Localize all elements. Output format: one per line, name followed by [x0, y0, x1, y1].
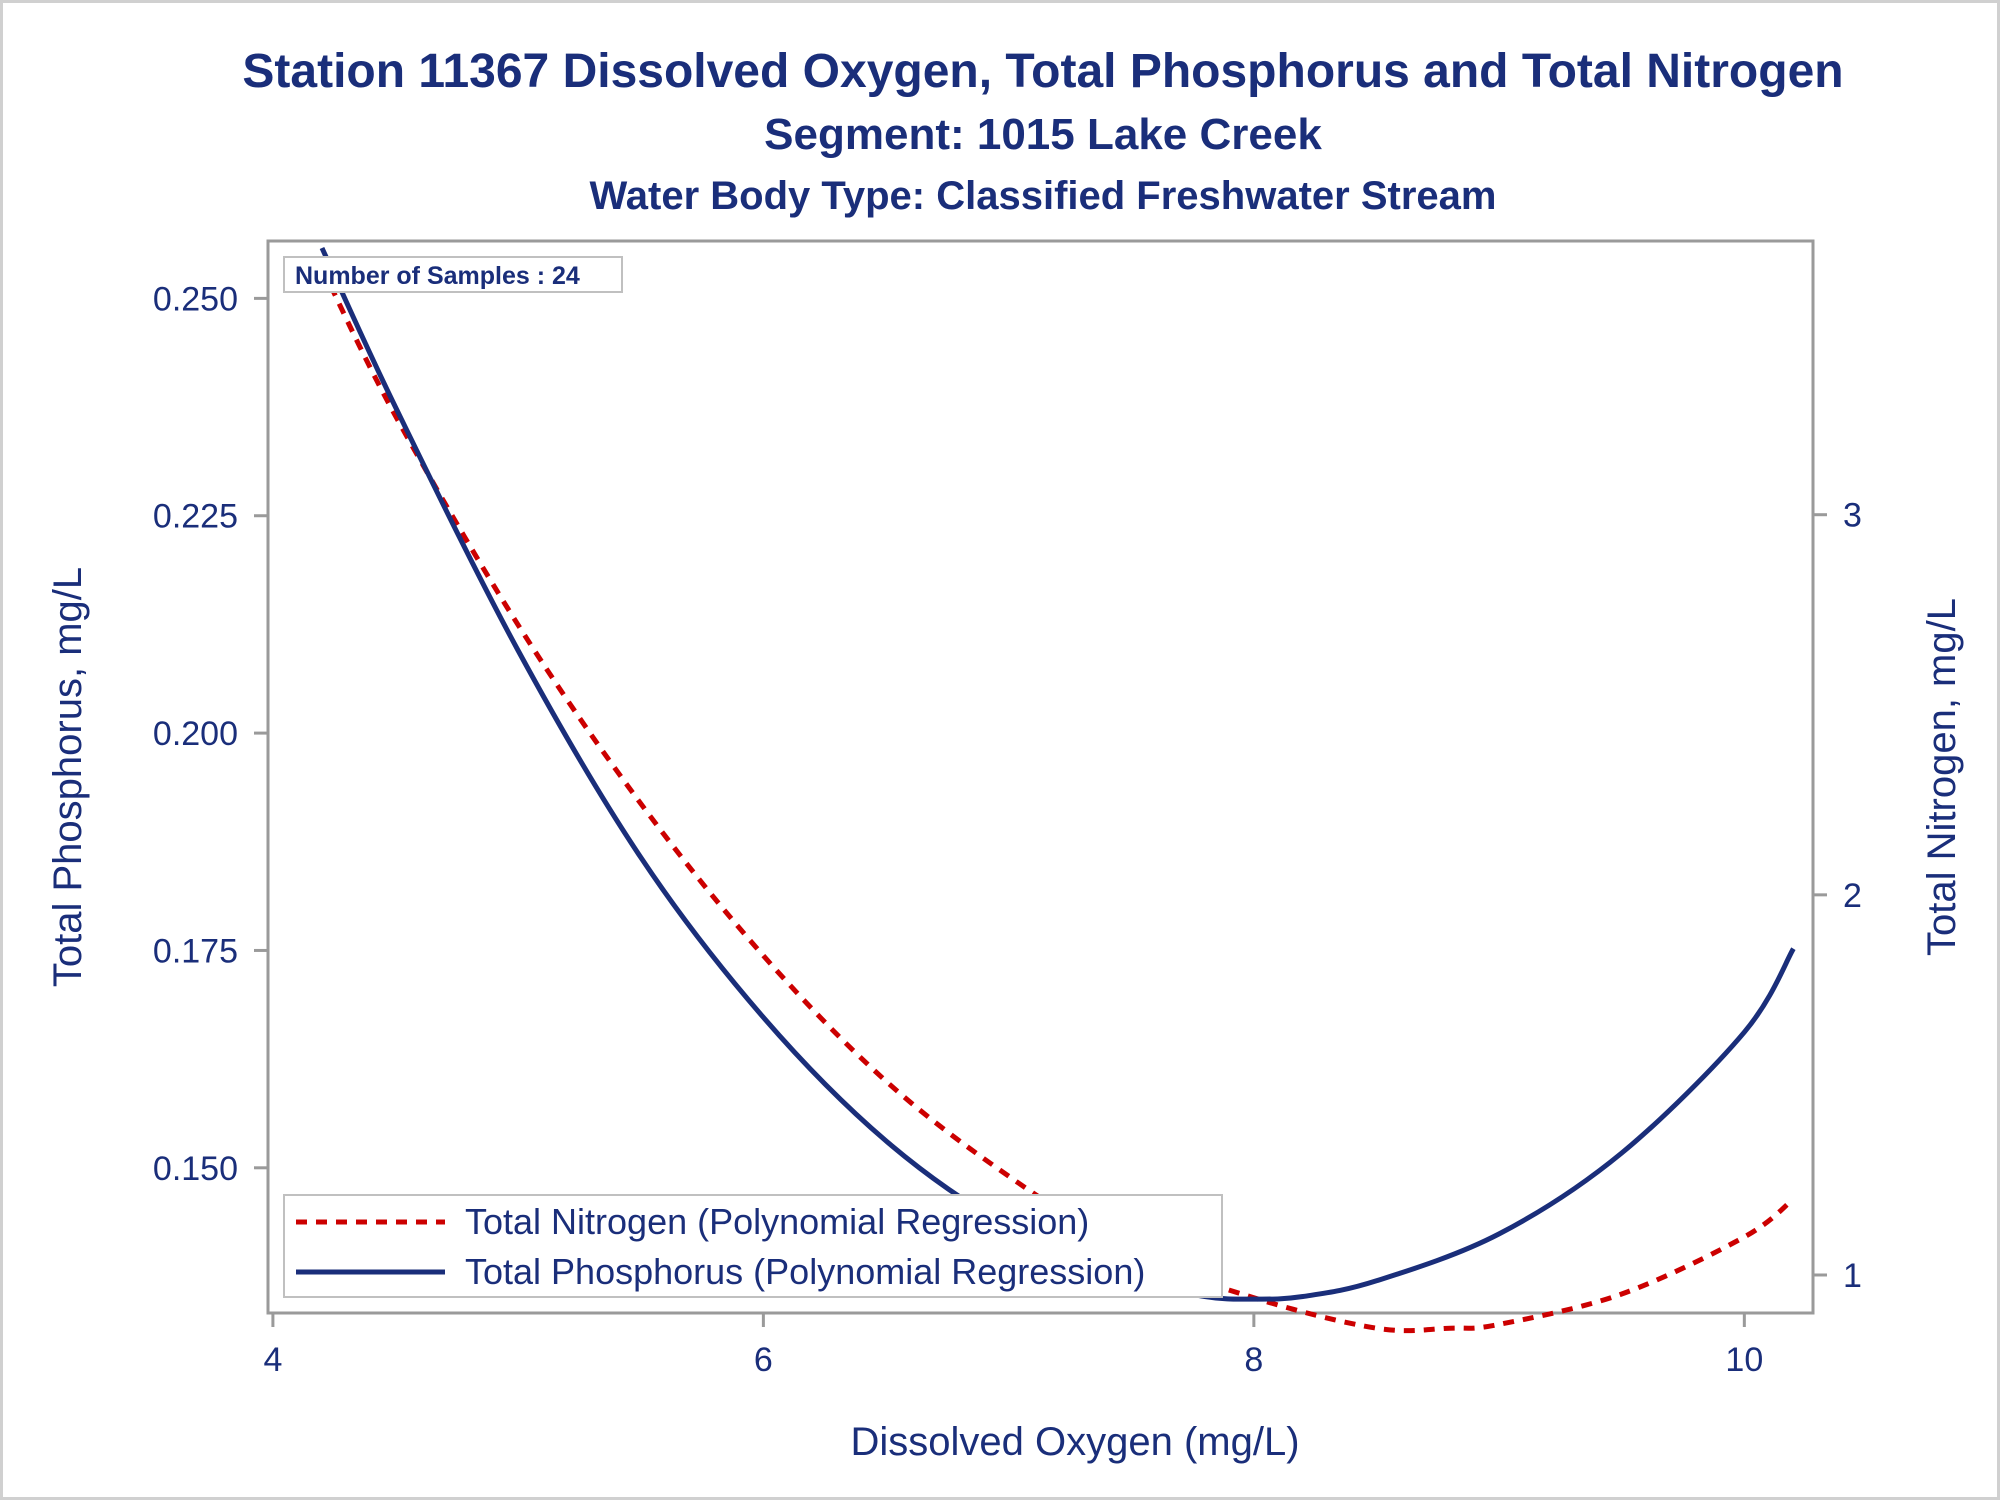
- chart-subtitle-2: Water Body Type: Classified Freshwater S…: [590, 174, 1497, 218]
- series-line-total-phosphorus: [319, 246, 1796, 1302]
- x-tick-label: 10: [1725, 1341, 1763, 1379]
- plot-area-frame: [266, 239, 1815, 1315]
- y-axis-label: Total Phosphorus, mg/L: [46, 567, 90, 987]
- chart-svg: Station 11367 Dissolved Oxygen, Total Ph…: [46, 45, 1964, 1464]
- series-layer: [319, 246, 1796, 1334]
- y-tick-label: 0.175: [153, 932, 238, 970]
- legend-label-phosphorus: Total Phosphorus (Polynomial Regression): [465, 1251, 1145, 1292]
- y2-tick-label: 1: [1843, 1257, 1862, 1295]
- x-tick-label: 8: [1244, 1341, 1263, 1379]
- x-tick-label: 4: [263, 1341, 282, 1379]
- legend-box: [283, 1194, 1223, 1298]
- y2-axis-label: Total Nitrogen, mg/L: [1920, 598, 1964, 956]
- y-tick-label: 0.150: [153, 1150, 238, 1188]
- y-tick-label: 0.200: [153, 715, 238, 753]
- sample-count-box: [283, 256, 623, 293]
- y2-tick-label: 2: [1843, 877, 1862, 915]
- chart-subtitle: Segment: 1015 Lake Creek: [764, 110, 1322, 159]
- sample-count-annotation: Number of Samples : 24: [295, 262, 580, 290]
- y-tick-label: 0.225: [153, 498, 238, 536]
- y-tick-label: 0.250: [153, 280, 238, 318]
- series-line-total-nitrogen: [319, 266, 1795, 1334]
- legend-label-nitrogen: Total Nitrogen (Polynomial Regression): [465, 1201, 1089, 1242]
- x-axis-label: Dissolved Oxygen (mg/L): [850, 1420, 1299, 1464]
- y2-tick-label: 3: [1843, 497, 1862, 535]
- ticks-layer: 4 6 8 10 0.150 0.175 0.200 0.225 0.250 1 2 3: [153, 280, 1862, 1379]
- x-tick-label: 6: [754, 1341, 773, 1379]
- chart-title: Station 11367 Dissolved Oxygen, Total Ph…: [242, 45, 1843, 98]
